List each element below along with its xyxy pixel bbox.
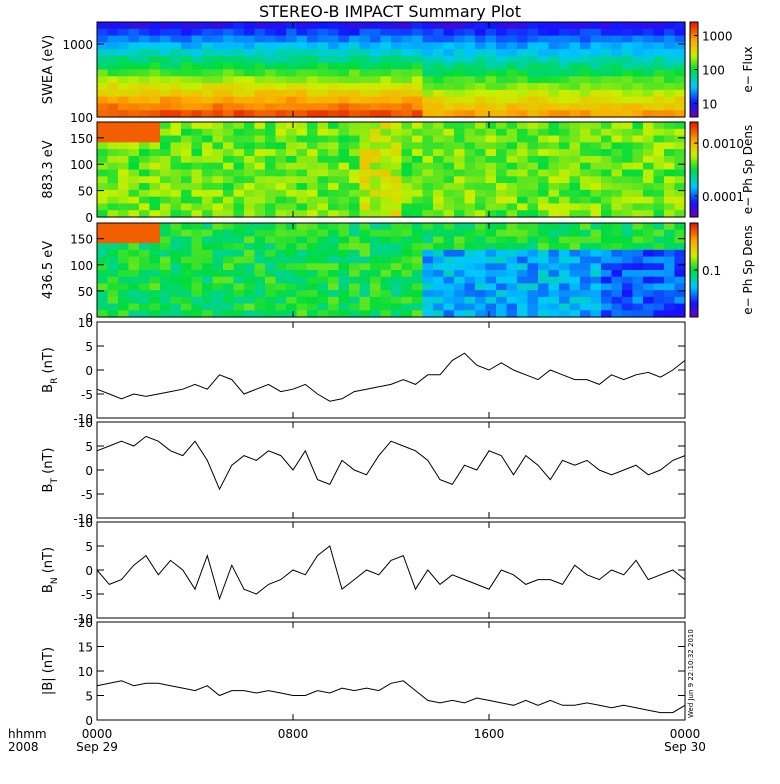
series-line-6	[96, 545, 686, 601]
chart-title: STEREO-B IMPACT Summary Plot	[259, 2, 521, 21]
y-tick-label: 100	[70, 111, 93, 125]
x-axis-year: 2008	[8, 740, 39, 754]
colorbar-3	[689, 222, 699, 318]
y-axis-label-3: 436.5 eV	[41, 241, 56, 299]
y-tick-label: 0	[85, 364, 93, 378]
y-tick-label: -5	[81, 588, 93, 602]
spectrogram-1	[97, 22, 686, 118]
y-tick-label: -10	[73, 412, 93, 426]
panel-frame-5	[96, 421, 686, 519]
y-axis-label-7: |B| (nT)	[41, 647, 56, 695]
timestamp-label: Wed Jun 9 22:10:32 2010	[687, 629, 695, 718]
spectrogram-3	[97, 223, 686, 318]
panel-frame-6	[96, 521, 686, 619]
panel-frame-1	[96, 21, 686, 118]
y-tick-label: 10	[78, 416, 93, 430]
y-tick-label: 10	[78, 665, 93, 679]
x-tick-date: Sep 30	[664, 740, 706, 754]
y-tick-label: -5	[81, 488, 93, 502]
series-line-5	[96, 435, 686, 491]
colorbar-tick-label: 0.1	[702, 264, 721, 278]
y-tick-label: 50	[78, 285, 93, 299]
y-axis-label-6: BN (nT)	[41, 547, 60, 593]
y-tick-label: 0	[85, 564, 93, 578]
y-axis-label-1: SWEA (eV)	[41, 35, 56, 104]
colorbar-tick-label: 1000	[702, 30, 733, 44]
colorbar-2	[689, 121, 699, 218]
y-axis-label-4: BR (nT)	[41, 347, 60, 393]
y-tick-label: -5	[81, 388, 93, 402]
y-tick-label: -10	[73, 612, 93, 626]
y-tick-label: 50	[78, 185, 93, 199]
x-tick-label: 0000	[670, 727, 701, 741]
colorbar-tick-label: 100	[702, 64, 725, 78]
y-tick-label: 150	[70, 132, 93, 146]
y-tick-label: 5	[85, 690, 93, 704]
y-tick-label: 15	[78, 641, 93, 655]
colorbar-label-2: e− Ph Sp Dens	[741, 125, 755, 214]
colorbar-frame	[689, 121, 699, 218]
colorbar-tick-label: 10	[702, 97, 717, 111]
series-line-4	[96, 352, 686, 402]
panel-frame-3	[96, 222, 686, 318]
y-tick-label: 0	[85, 311, 93, 325]
y-tick-label: 10	[78, 316, 93, 330]
y-tick-label: 100	[70, 158, 93, 172]
y-tick-label: 150	[70, 233, 93, 247]
y-tick-label: 1000	[62, 38, 93, 52]
colorbar-label-1: e− Flux	[741, 46, 755, 92]
x-tick-date: Sep 29	[76, 740, 118, 754]
y-tick-label: 100	[70, 259, 93, 273]
y-tick-label: 5	[85, 440, 93, 454]
y-tick-label: 10	[78, 516, 93, 530]
y-tick-label: -10	[73, 512, 93, 526]
y-axis-label-2: 883.3 eV	[41, 140, 56, 198]
x-tick-label: 0800	[278, 727, 309, 741]
y-tick-label: 5	[85, 340, 93, 354]
y-tick-label: 20	[78, 616, 93, 630]
x-tick-label: 0000	[82, 727, 113, 741]
x-axis-caption: hhmm	[8, 727, 47, 741]
panel-frame-2	[96, 121, 686, 218]
y-axis-label-5: BT (nT)	[41, 448, 60, 493]
colorbar-tick-label: 0.0010	[702, 137, 744, 151]
series-line-7	[96, 680, 686, 714]
y-tick-label: 0	[85, 714, 93, 728]
y-tick-label: 0	[85, 211, 93, 225]
colorbar-tick-label: 0.0001	[702, 190, 744, 204]
panel-frame-4	[96, 321, 686, 419]
x-tick-label: 1600	[474, 727, 505, 741]
y-tick-label: 0	[85, 464, 93, 478]
colorbar-label-3: e− Ph Sp Dens	[741, 225, 755, 314]
y-tick-label: 5	[85, 540, 93, 554]
spectrogram-2	[97, 122, 686, 218]
